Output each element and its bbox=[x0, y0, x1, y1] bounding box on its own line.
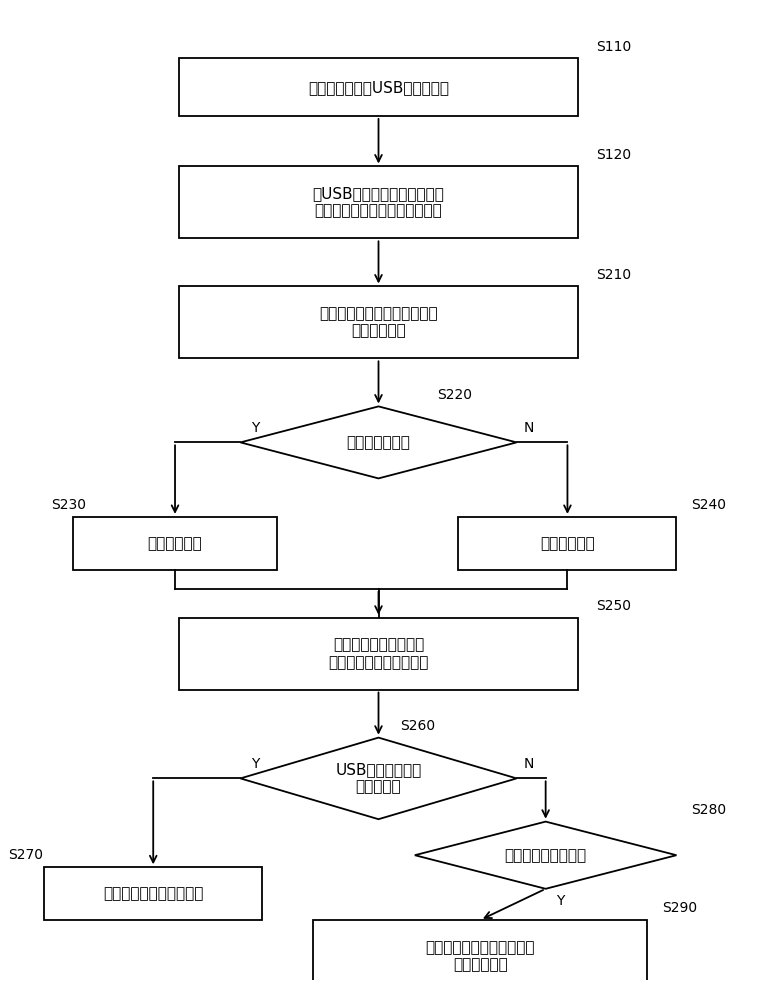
Text: S270: S270 bbox=[8, 848, 43, 862]
Text: 根据调试端口的历史记录，
控制调试端口: 根据调试端口的历史记录， 控制调试端口 bbox=[425, 940, 535, 972]
Text: 检测终端设备的USB端口的状态: 检测终端设备的USB端口的状态 bbox=[308, 80, 449, 95]
Text: 屏幕处于锁屏状态？: 屏幕处于锁屏状态？ bbox=[505, 848, 587, 863]
Bar bbox=[44, 867, 262, 920]
Text: S250: S250 bbox=[597, 599, 631, 613]
Bar bbox=[73, 517, 277, 570]
Text: S290: S290 bbox=[662, 901, 697, 915]
Text: 屏幕成功解锁？: 屏幕成功解锁？ bbox=[347, 435, 410, 450]
Bar bbox=[179, 618, 578, 690]
Bar bbox=[179, 286, 578, 358]
Polygon shape bbox=[241, 738, 516, 819]
Text: USB端口与计算机
断开连接？: USB端口与计算机 断开连接？ bbox=[335, 762, 422, 795]
Text: Y: Y bbox=[251, 757, 260, 771]
Text: S120: S120 bbox=[597, 148, 631, 162]
Text: Y: Y bbox=[251, 421, 260, 435]
Text: 当USB端口与计算机连接时，
检测屏幕是否处于安全锁屏状态: 当USB端口与计算机连接时， 检测屏幕是否处于安全锁屏状态 bbox=[313, 186, 444, 219]
Polygon shape bbox=[241, 406, 516, 478]
Text: S260: S260 bbox=[400, 719, 435, 733]
Text: N: N bbox=[524, 757, 534, 771]
Bar bbox=[459, 517, 677, 570]
Text: 清除调试端口的历史记录: 清除调试端口的历史记录 bbox=[103, 886, 204, 901]
Text: 关闭调试端口: 关闭调试端口 bbox=[540, 536, 595, 551]
Polygon shape bbox=[415, 822, 677, 889]
Text: S240: S240 bbox=[691, 498, 726, 512]
Bar bbox=[313, 920, 647, 992]
Text: 当屏幕处于安全锁屏状态时，
关闭调试端口: 当屏幕处于安全锁屏状态时， 关闭调试端口 bbox=[319, 306, 438, 339]
Text: Y: Y bbox=[556, 894, 565, 908]
Text: S220: S220 bbox=[437, 388, 472, 402]
Text: S210: S210 bbox=[597, 268, 631, 282]
Bar bbox=[179, 58, 578, 116]
Text: 根据调试端口的状态，
生成调试端口的历史记录: 根据调试端口的状态， 生成调试端口的历史记录 bbox=[329, 637, 428, 670]
Text: 打开调试端口: 打开调试端口 bbox=[148, 536, 202, 551]
Text: S230: S230 bbox=[51, 498, 86, 512]
Bar bbox=[179, 166, 578, 238]
Text: S110: S110 bbox=[597, 40, 632, 54]
Text: S280: S280 bbox=[691, 803, 726, 817]
Text: N: N bbox=[524, 421, 534, 435]
